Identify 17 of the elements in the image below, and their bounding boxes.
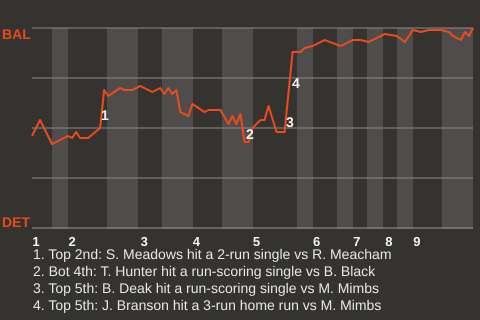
x-tick-label: 9 bbox=[413, 234, 420, 249]
x-tick-label: 1 bbox=[32, 234, 40, 249]
x-tick-label: 5 bbox=[252, 234, 260, 249]
text: 2. Bot 4th: T. Hunter hit a run-scoring single vs B. Black bbox=[33, 263, 376, 280]
text: BAL bbox=[2, 26, 32, 42]
x-tick-label: 3 bbox=[140, 234, 148, 249]
text: 3. Top 5th: B. Deak hit a run-scoring single vs M. Mimbs bbox=[33, 280, 380, 297]
x-tick-label: 7 bbox=[353, 234, 360, 249]
x-tick-label: 2 bbox=[68, 234, 76, 249]
annotation: 3 bbox=[286, 114, 294, 130]
text: 1. Top 2nd: S. Meadows hit a 2-run single vs R. Meacham bbox=[33, 246, 392, 263]
x-tick-label: 4 bbox=[192, 234, 201, 249]
text: DET bbox=[2, 214, 30, 230]
text: 4. Top 5th: J. Branson hit a 3-run home run vs M. Mimbs bbox=[33, 297, 382, 314]
x-tick-label: 6 bbox=[313, 234, 320, 249]
annotation: 4 bbox=[292, 75, 300, 91]
x-tick-label: 8 bbox=[385, 234, 392, 249]
